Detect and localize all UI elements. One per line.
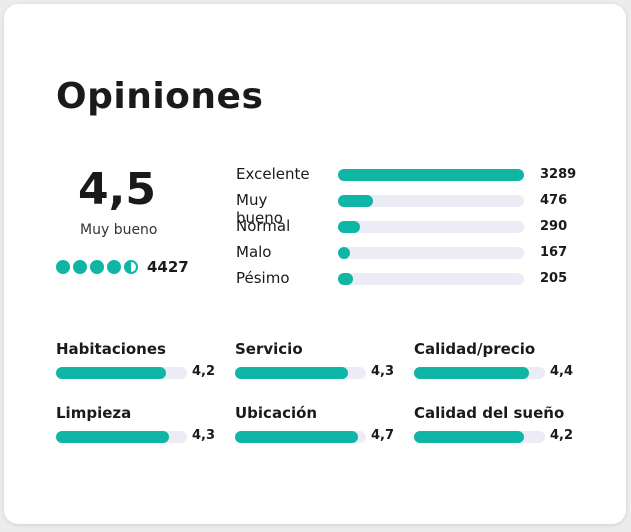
category-bar-track	[56, 367, 187, 379]
distribution-bar-fill	[338, 273, 353, 285]
category-bar-fill	[56, 367, 166, 379]
distribution-bar-track	[338, 195, 524, 207]
reviews-card: Opiniones 4,5 Muy bueno 4427 Excelente 3…	[4, 4, 626, 524]
category-bar-track	[414, 431, 545, 443]
category-label: Calidad del sueño	[414, 404, 565, 422]
category-label: Habitaciones	[56, 340, 166, 358]
category-ubicacion: Ubicación 4,7	[235, 404, 394, 443]
category-value: 4,3	[371, 364, 395, 379]
distribution-count: 3289	[540, 167, 577, 182]
category-bar-track	[56, 431, 187, 443]
category-label: Limpieza	[56, 404, 132, 422]
category-label: Calidad/precio	[414, 340, 536, 358]
distribution-bar-fill	[338, 247, 350, 259]
distribution-bar-track	[338, 247, 524, 259]
total-reviews-count: 4427	[147, 258, 189, 276]
distribution-bar-fill	[338, 169, 524, 181]
category-bar-track	[414, 367, 545, 379]
category-bar-fill	[56, 431, 169, 443]
category-bar-fill	[414, 431, 524, 443]
category-calidad-precio: Calidad/precio 4,4	[414, 340, 573, 379]
category-value: 4,2	[192, 364, 216, 379]
category-servicio: Servicio 4,3	[235, 340, 394, 379]
rating-dot-full-icon	[90, 260, 104, 274]
distribution-count: 167	[540, 245, 568, 260]
distribution-label: Pésimo	[236, 269, 290, 287]
distribution-label: Normal	[236, 217, 291, 235]
category-value: 4,3	[192, 428, 216, 443]
category-bar-fill	[235, 367, 348, 379]
overall-score: 4,5	[78, 164, 156, 215]
category-value: 4,7	[371, 428, 395, 443]
distribution-bar-fill	[338, 221, 360, 233]
distribution-bar-fill	[338, 195, 373, 207]
category-calidad-sueno: Calidad del sueño 4,2	[414, 404, 573, 443]
category-bar-track	[235, 431, 366, 443]
rating-dot-half-icon	[124, 260, 138, 274]
section-title: Opiniones	[56, 76, 264, 117]
category-label: Ubicación	[235, 404, 318, 422]
distribution-bar-track	[338, 273, 524, 285]
distribution-label: Malo	[236, 243, 272, 261]
category-bar-fill	[235, 431, 358, 443]
category-bar-fill	[414, 367, 529, 379]
distribution-count: 205	[540, 271, 568, 286]
distribution-count: 290	[540, 219, 568, 234]
rating-dot-full-icon	[73, 260, 87, 274]
category-value: 4,2	[550, 428, 574, 443]
overall-score-label: Muy bueno	[80, 222, 158, 238]
category-bar-track	[235, 367, 366, 379]
distribution-label: Excelente	[236, 165, 310, 183]
rating-dots: 4427	[56, 258, 189, 276]
distribution-label: Muy bueno	[236, 191, 283, 227]
distribution-count: 476	[540, 193, 568, 208]
distribution-bar-track	[338, 169, 524, 181]
category-habitaciones: Habitaciones 4,2	[56, 340, 215, 379]
distribution-bar-track	[338, 221, 524, 233]
category-label: Servicio	[235, 340, 303, 358]
rating-dot-full-icon	[107, 260, 121, 274]
category-limpieza: Limpieza 4,3	[56, 404, 215, 443]
rating-dot-full-icon	[56, 260, 70, 274]
category-value: 4,4	[550, 364, 574, 379]
